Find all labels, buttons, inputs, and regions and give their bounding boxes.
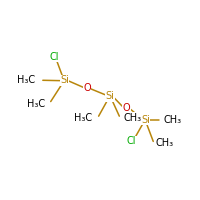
Text: CH₃: CH₃: [163, 115, 181, 125]
Text: H₃C: H₃C: [17, 75, 35, 85]
Text: H₃C: H₃C: [74, 113, 92, 123]
Text: Si: Si: [60, 75, 69, 85]
Text: H₃C: H₃C: [27, 99, 45, 109]
Text: Cl: Cl: [50, 52, 59, 62]
Text: O: O: [83, 83, 91, 93]
Text: Cl: Cl: [127, 136, 136, 146]
Text: O: O: [123, 103, 130, 113]
Text: CH₃: CH₃: [124, 113, 142, 123]
Text: Si: Si: [141, 115, 150, 125]
Text: CH₃: CH₃: [155, 138, 173, 148]
Text: Si: Si: [105, 91, 114, 101]
